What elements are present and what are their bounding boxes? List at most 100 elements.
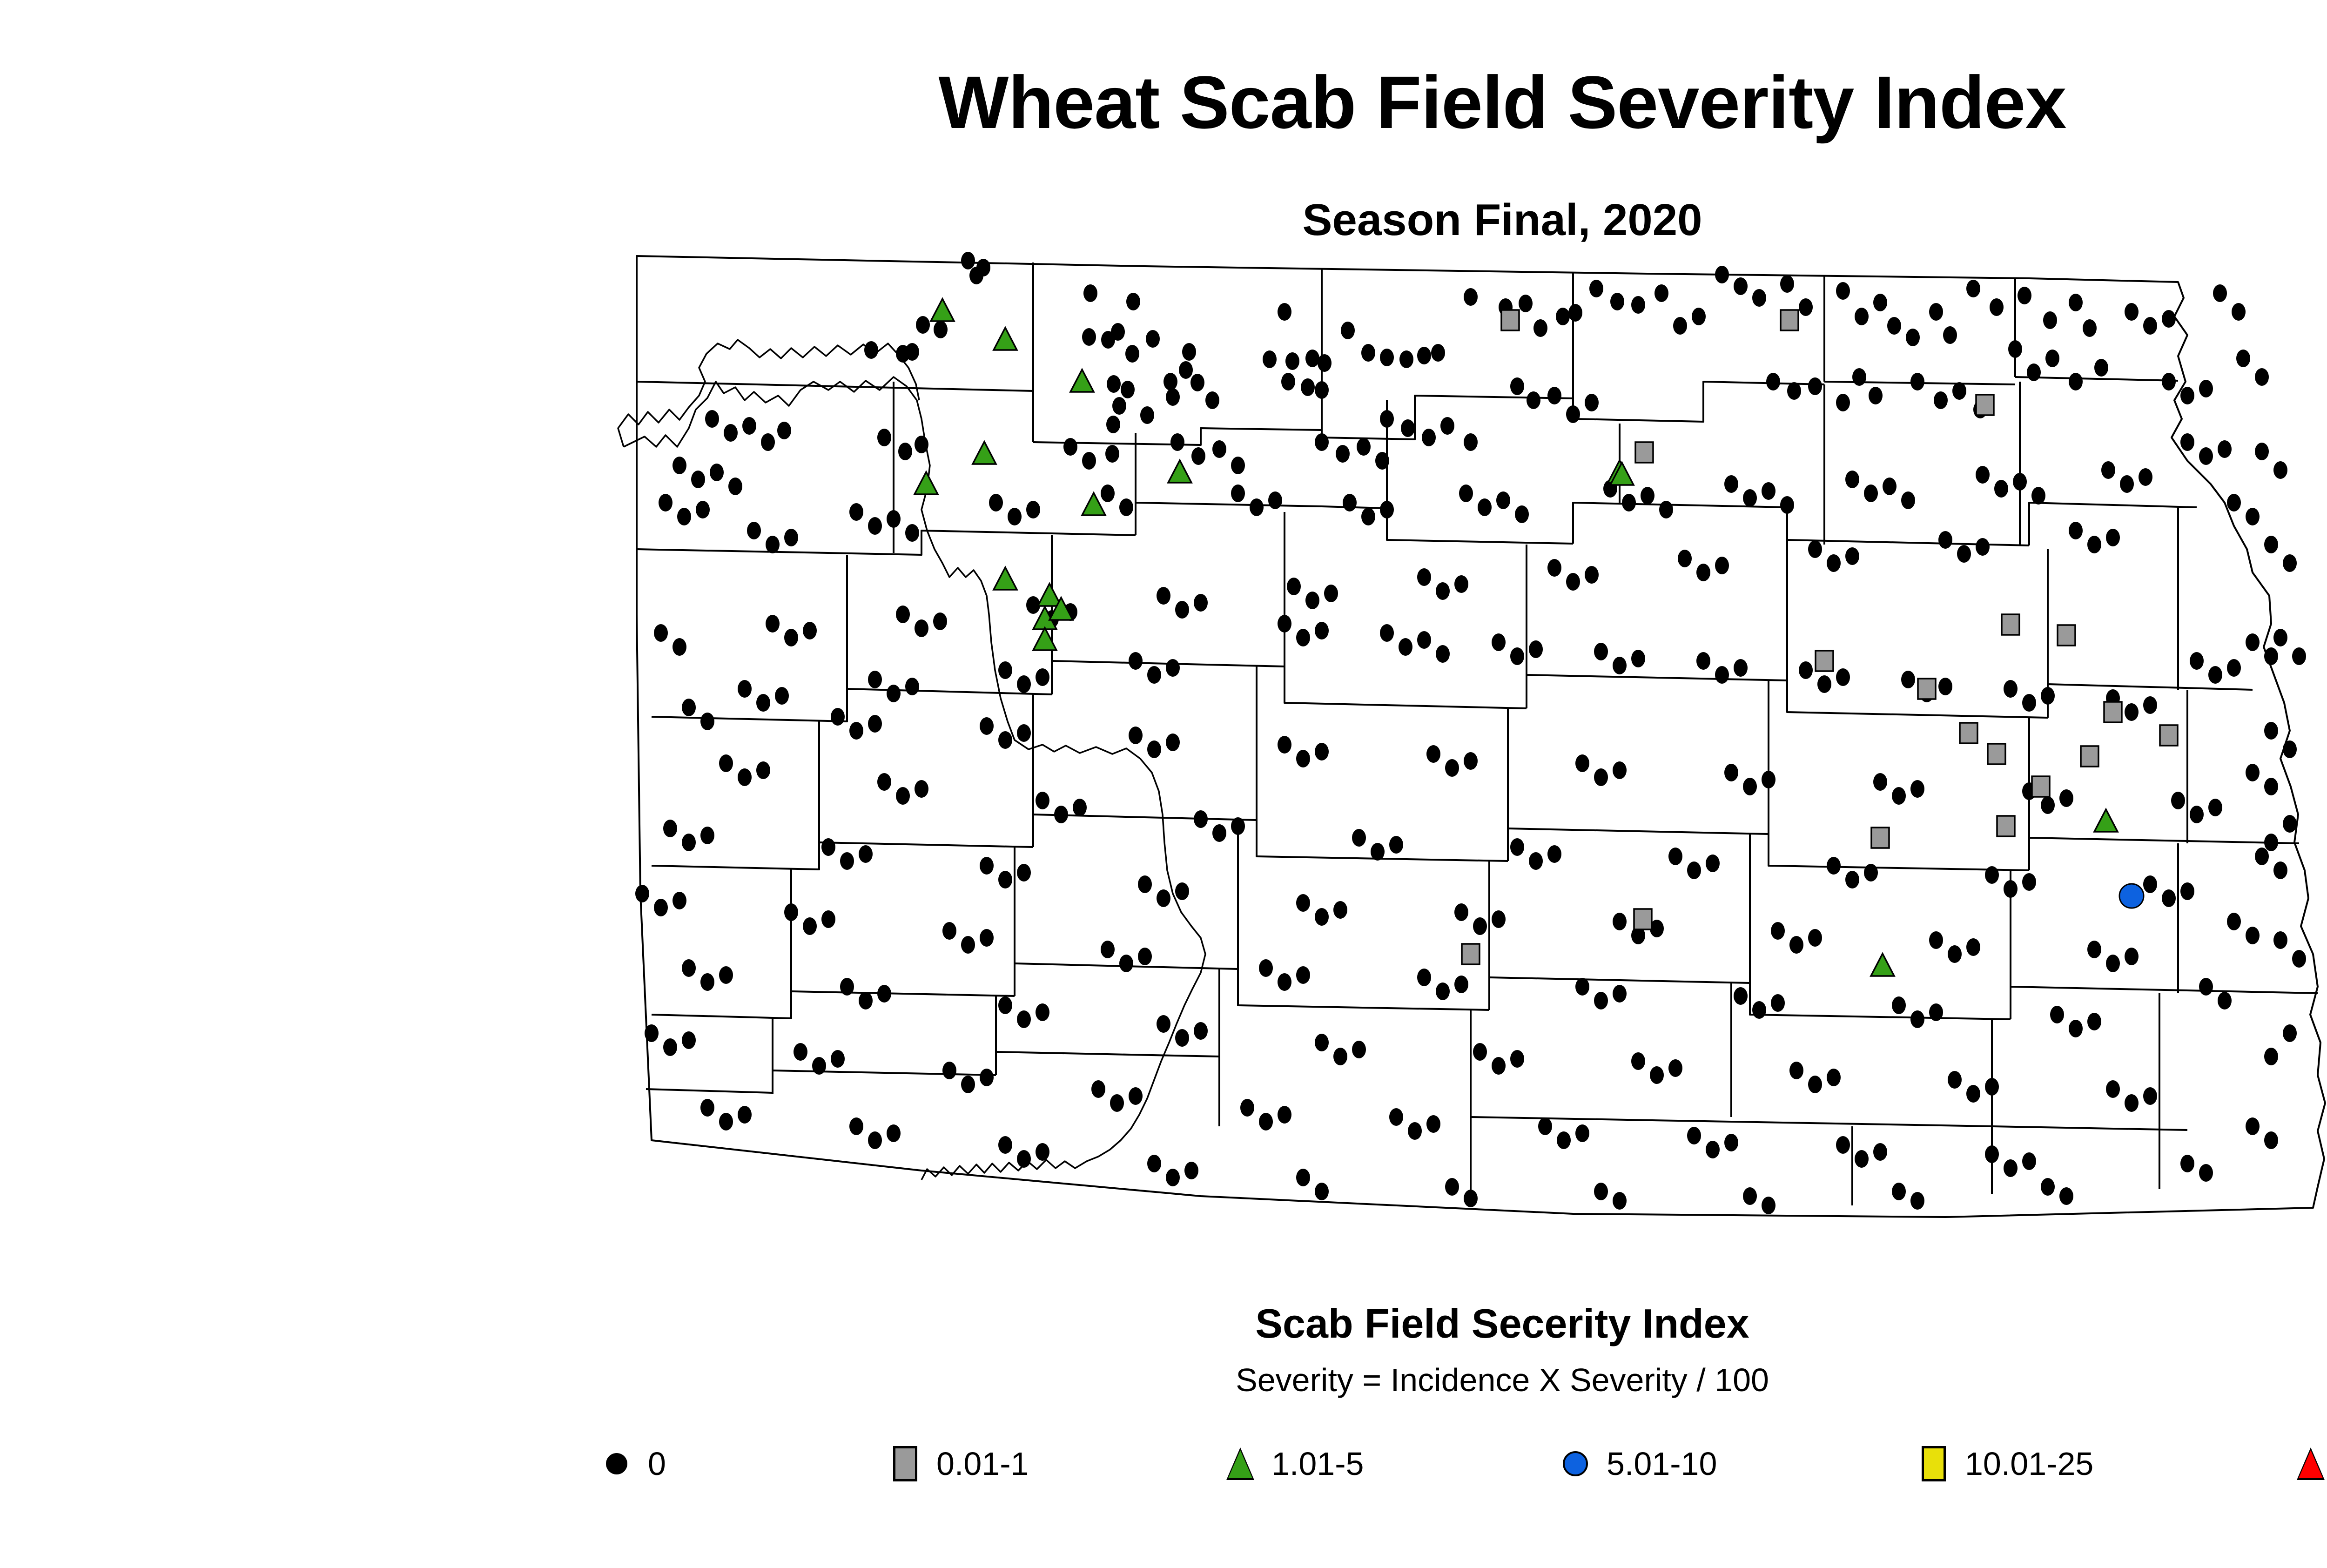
severity-marker-1.01_5 xyxy=(1870,952,1896,977)
severity-marker-0 xyxy=(1138,948,1152,965)
severity-marker-0 xyxy=(1610,293,1624,310)
severity-marker-0 xyxy=(868,1131,882,1149)
severity-marker-0 xyxy=(1957,545,1971,563)
severity-marker-0 xyxy=(2264,1048,2278,1065)
legend-item-5[interactable]: > 25 xyxy=(2290,1433,2327,1494)
severity-marker-0 xyxy=(1008,508,1022,525)
severity-marker-0 xyxy=(2013,473,2027,491)
severity-marker-0 xyxy=(1650,1066,1664,1084)
severity-marker-0 xyxy=(1017,675,1031,693)
severity-marker-0 xyxy=(663,1038,677,1056)
legend-item-2[interactable]: 1.01-5 xyxy=(1219,1433,1364,1494)
severity-marker-0 xyxy=(2143,1087,2157,1105)
severity-marker-0 xyxy=(738,680,752,698)
severity-marker-0 xyxy=(2041,687,2055,705)
severity-marker-0 xyxy=(1464,1190,1478,1207)
severity-marker-0 xyxy=(1575,978,1589,996)
severity-marker-0 xyxy=(1873,773,1887,791)
severity-marker-0 xyxy=(1575,754,1589,772)
county-boundaries xyxy=(636,255,2326,1218)
severity-marker-0 xyxy=(1431,344,1445,362)
severity-marker-0 xyxy=(2162,373,2176,390)
severity-marker-0 xyxy=(2004,680,2018,698)
severity-marker-0 xyxy=(1789,936,1803,954)
severity-marker-0 xyxy=(864,341,878,359)
severity-marker-0 xyxy=(2190,652,2204,670)
severity-marker-0 xyxy=(1157,587,1170,605)
severity-marker-0 xyxy=(645,1024,659,1042)
severity-marker-0 xyxy=(742,417,756,435)
severity-marker-0 xyxy=(1166,734,1180,751)
severity-marker-0 xyxy=(2283,815,2297,833)
severity-marker-0 xyxy=(1613,985,1627,1003)
map-svg xyxy=(617,252,2326,1218)
severity-marker-0.01_1 xyxy=(2057,624,2076,646)
severity-marker-0 xyxy=(700,1099,714,1117)
legend-item-1[interactable]: 0.01-1 xyxy=(884,1433,1029,1494)
severity-marker-0 xyxy=(663,820,677,837)
severity-marker-0 xyxy=(1808,1076,1822,1093)
severity-marker-0 xyxy=(2199,1164,2213,1182)
severity-marker-0 xyxy=(2246,633,2260,651)
severity-marker-0 xyxy=(2031,487,2045,505)
severity-marker-0 xyxy=(705,410,719,428)
severity-marker-0 xyxy=(1789,1062,1803,1079)
severity-marker-0 xyxy=(1380,410,1394,428)
severity-marker-0 xyxy=(1845,871,1859,888)
severity-marker-0 xyxy=(1126,293,1140,310)
severity-marker-0 xyxy=(1752,289,1766,307)
severity-marker-0 xyxy=(1873,294,1887,311)
severity-marker-0 xyxy=(1454,903,1468,921)
severity-marker-0 xyxy=(1966,280,1980,297)
legend-item-0[interactable]: 0 xyxy=(596,1433,666,1494)
severity-marker-0 xyxy=(696,501,710,518)
severity-marker-0 xyxy=(1333,901,1347,919)
severity-marker-0 xyxy=(887,510,901,528)
severity-marker-0 xyxy=(724,424,738,442)
severity-marker-0 xyxy=(1752,1001,1766,1019)
legend-swatch-3 xyxy=(1554,1438,1596,1489)
severity-marker-0 xyxy=(2264,834,2278,851)
severity-marker-0 xyxy=(1492,1057,1506,1075)
severity-marker-0 xyxy=(1399,638,1412,656)
severity-marker-0 xyxy=(1771,994,1785,1012)
north-dakota-map[interactable] xyxy=(596,242,2327,1229)
figure-subtitle: Season Final, 2020 xyxy=(1302,195,1702,245)
severity-marker-0 xyxy=(859,845,873,863)
severity-marker-0 xyxy=(1389,1108,1403,1126)
severity-marker-0 xyxy=(682,1031,696,1049)
legend-item-3[interactable]: 5.01-10 xyxy=(1554,1433,1717,1494)
severity-marker-0 xyxy=(1175,601,1189,619)
severity-marker-0 xyxy=(1929,931,1943,949)
severity-marker-0 xyxy=(1194,810,1208,828)
severity-marker-0 xyxy=(821,910,835,928)
severity-marker-0 xyxy=(1259,1113,1273,1131)
severity-marker-0 xyxy=(1278,1106,1291,1124)
severity-marker-0 xyxy=(1836,1136,1850,1154)
severity-marker-0.01_1 xyxy=(1870,827,1890,849)
severity-marker-0 xyxy=(1780,275,1794,293)
severity-marker-0 xyxy=(2180,1155,2194,1172)
severity-marker-0 xyxy=(1594,992,1608,1009)
severity-marker-0 xyxy=(1575,1124,1589,1142)
severity-marker-0 xyxy=(2106,955,2120,972)
severity-marker-0 xyxy=(1017,1010,1031,1028)
severity-marker-0 xyxy=(1105,445,1119,463)
severity-marker-0 xyxy=(1492,633,1506,651)
severity-marker-0 xyxy=(1341,322,1355,339)
severity-marker-0 xyxy=(1101,485,1115,502)
legend-item-4[interactable]: 10.01-25 xyxy=(1913,1433,2093,1494)
severity-marker-1.01_5 xyxy=(929,297,955,322)
severity-marker-0 xyxy=(868,715,882,733)
severity-marker-0 xyxy=(1336,445,1350,463)
severity-marker-0 xyxy=(1855,308,1869,325)
severity-marker-0 xyxy=(1036,1003,1049,1021)
severity-marker-0 xyxy=(2162,889,2176,907)
severity-marker-0 xyxy=(1836,394,1850,411)
severity-marker-1.01_5 xyxy=(1048,596,1074,621)
severity-marker-0 xyxy=(1836,282,1850,300)
severity-marker-0 xyxy=(1985,1145,1999,1163)
severity-marker-0 xyxy=(1036,1143,1049,1161)
severity-marker-0 xyxy=(1166,388,1180,406)
severity-marker-0 xyxy=(1190,374,1204,391)
